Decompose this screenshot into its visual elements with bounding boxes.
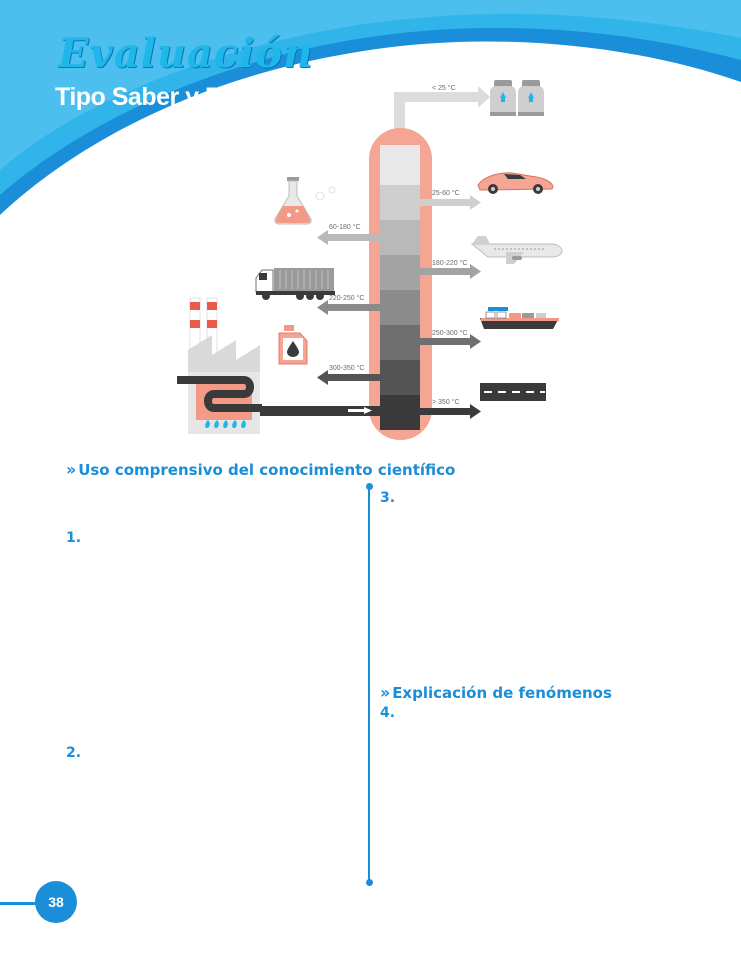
factory-icon	[177, 297, 262, 434]
question-4-number: 4.	[380, 705, 396, 721]
chevron-right-icon: ››	[66, 460, 76, 479]
column-divider	[368, 487, 370, 882]
road-icon	[480, 383, 546, 401]
divider-dot-top	[366, 483, 373, 490]
temp-label-300-350: 300-350 °C	[329, 364, 365, 372]
gas-cylinder-icon	[490, 80, 544, 116]
divider-dot-bottom	[366, 879, 373, 886]
temp-label-25-60: 25-60 °C	[432, 189, 460, 197]
temp-label-60-180: 60-180 °C	[329, 223, 361, 231]
question-3-number: 3.	[380, 490, 396, 506]
distillation-column	[369, 128, 432, 440]
arrow-300-350	[317, 370, 380, 385]
airplane-icon	[470, 236, 563, 264]
arrow-220-250	[317, 300, 380, 315]
truck-icon	[255, 268, 335, 300]
section-heading-phenomena: ›› Explicación de fenómenos	[380, 683, 612, 702]
evaluation-title: Evaluación	[58, 30, 314, 77]
arrow-180-220	[420, 264, 481, 279]
question-1-number: 1.	[66, 530, 82, 546]
temp-label-250-300: 250-300 °C	[432, 329, 468, 337]
page-number: 38	[35, 881, 77, 923]
feed-pipe	[258, 406, 382, 416]
top-pipe	[394, 86, 490, 142]
distillation-diagram: < 25 °C 25-60 °C 60-180 °C 180-220 °C 22…	[177, 80, 563, 440]
page-number-line	[0, 902, 38, 905]
section-heading-scientific-knowledge: ›› Uso comprensivo del conocimiento cient…	[66, 460, 456, 479]
arrow-over-350	[420, 404, 481, 419]
flask-icon	[274, 177, 336, 225]
chevron-right-icon: ››	[380, 683, 390, 702]
temp-label-180-220: 180-220 °C	[432, 259, 468, 267]
temp-label-over-350: > 350 °C	[432, 398, 460, 406]
arrow-25-60	[420, 195, 481, 210]
ship-icon	[480, 307, 559, 329]
temp-label-top: < 25 °C	[432, 84, 456, 92]
evaluation-subtitle: Tipo Saber y Pisa	[55, 83, 255, 111]
oil-can-icon	[278, 325, 308, 365]
arrow-60-180	[317, 230, 380, 245]
question-2-number: 2.	[66, 745, 82, 761]
sports-car-icon	[477, 172, 554, 194]
arrow-250-300	[420, 334, 481, 349]
temp-label-220-250: 220-250 °C	[329, 294, 365, 302]
header-banner	[0, 0, 741, 215]
